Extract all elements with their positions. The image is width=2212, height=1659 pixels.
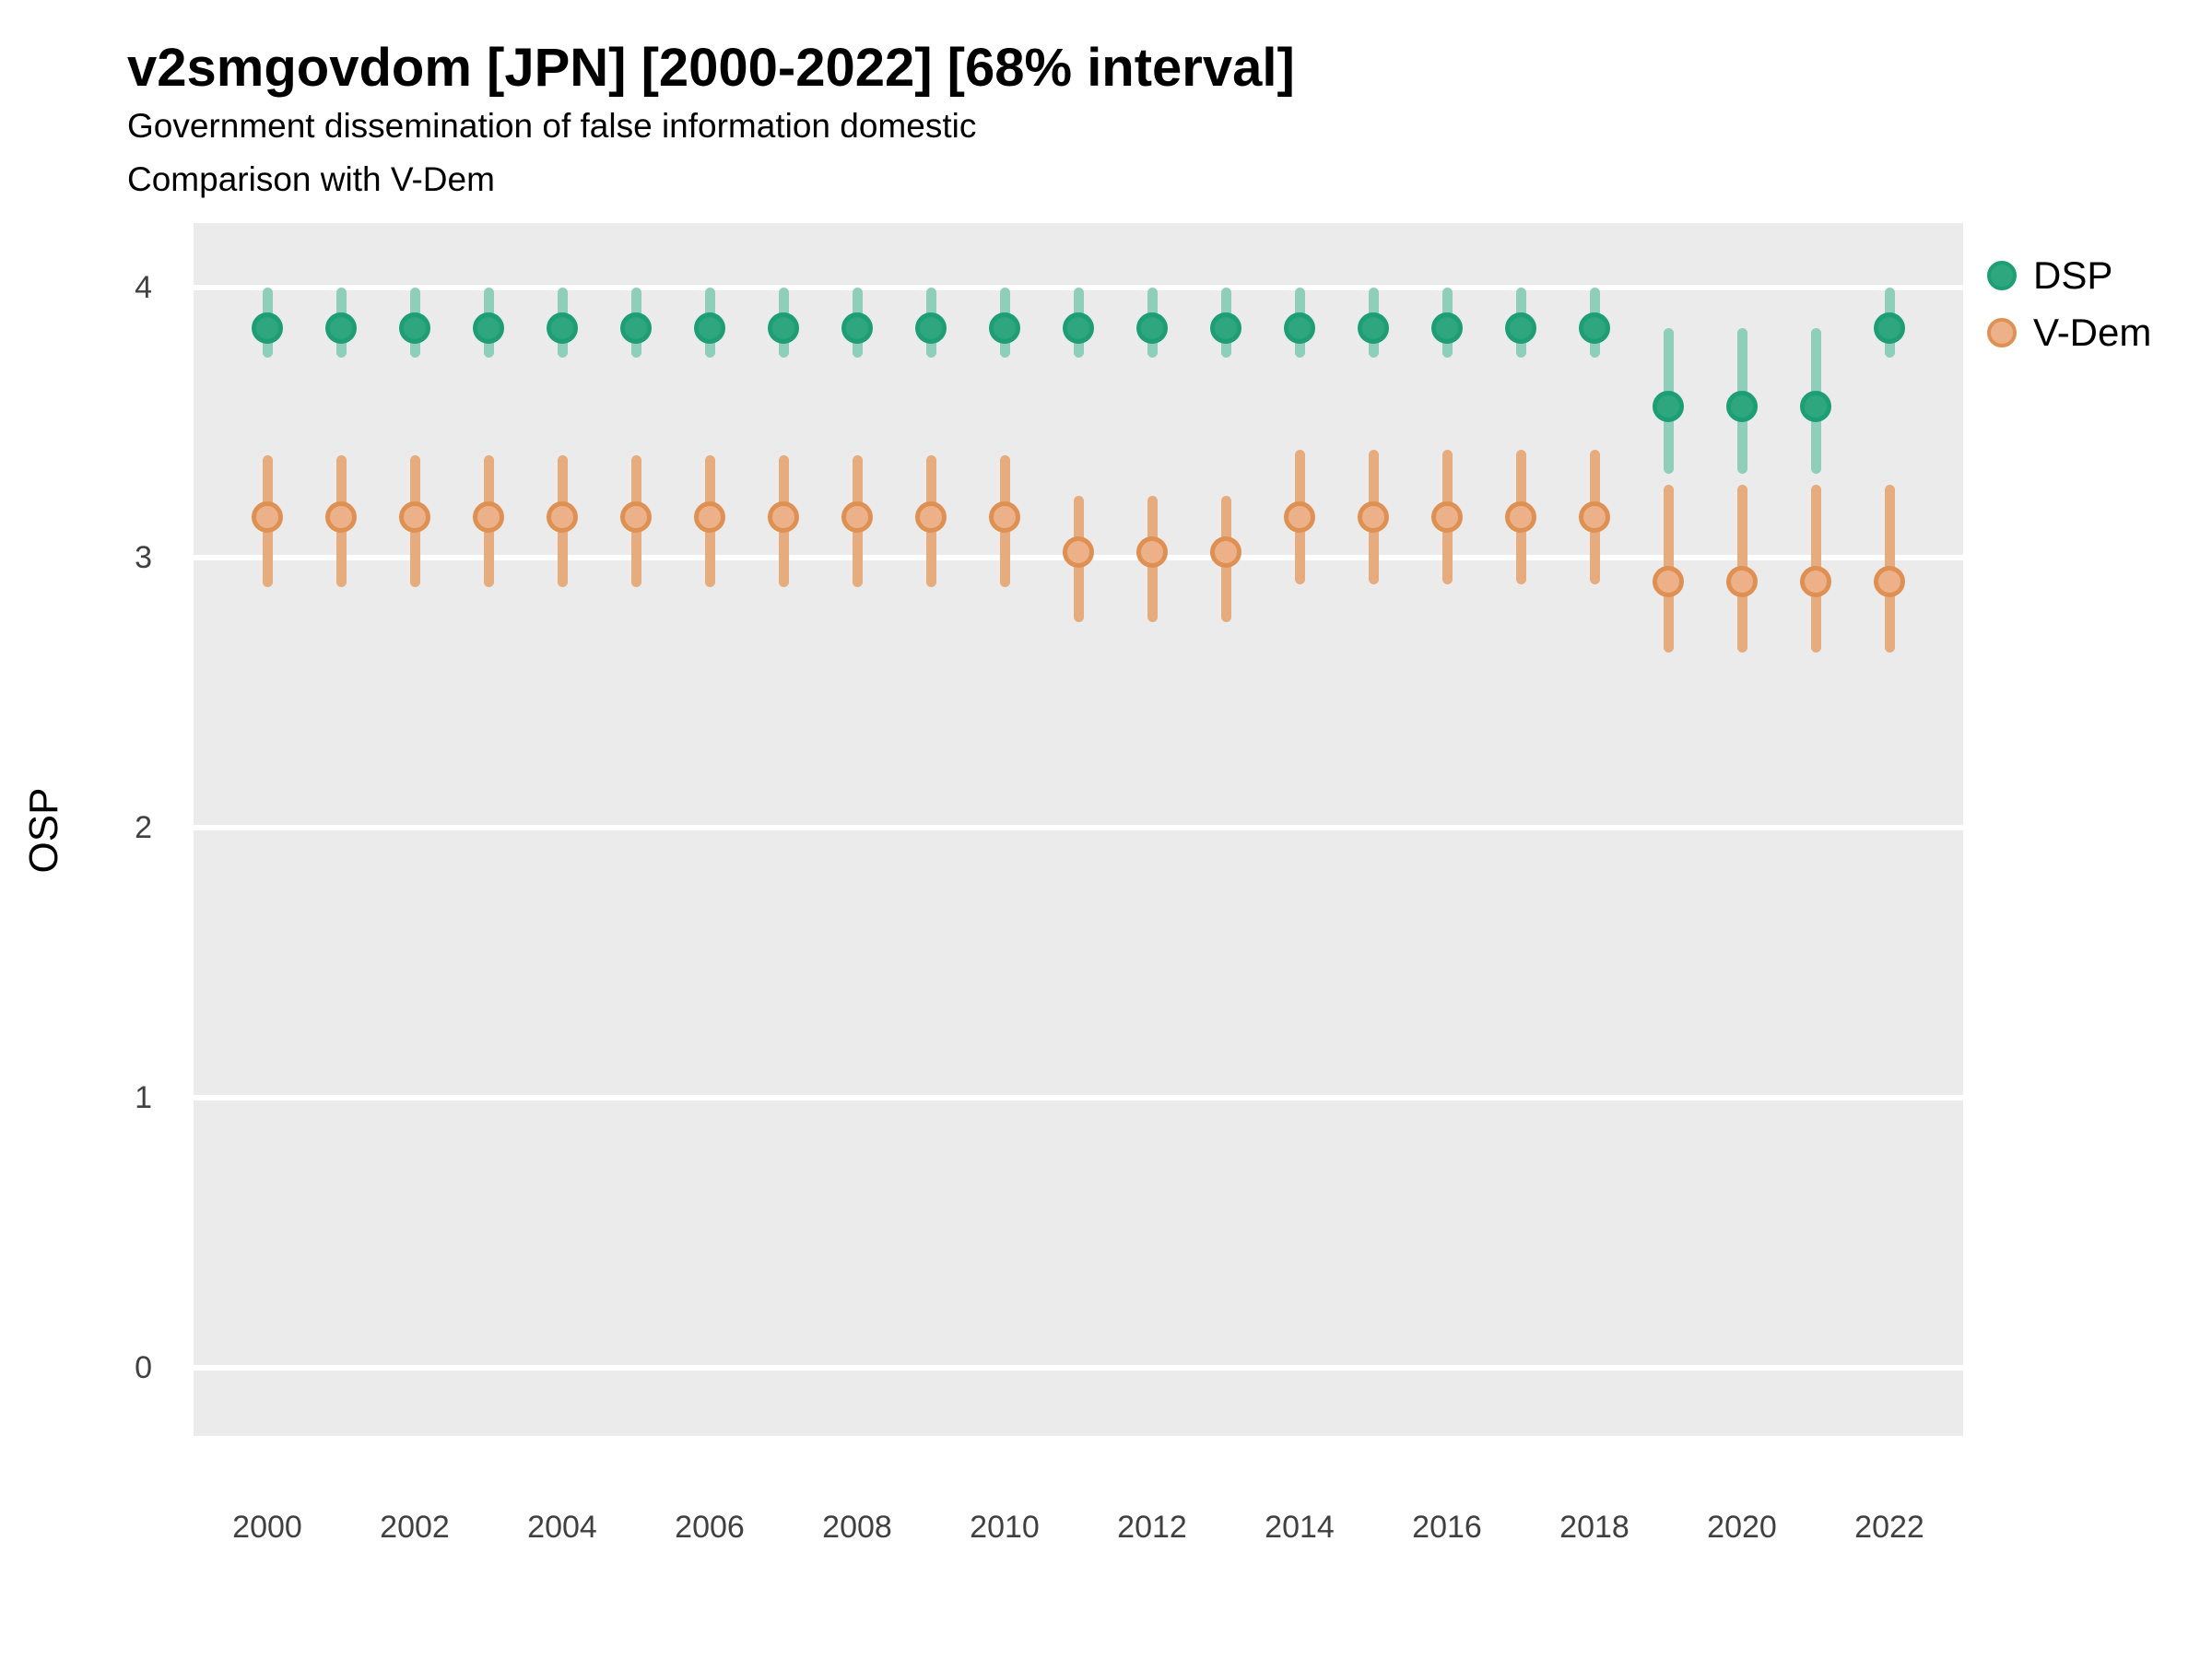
dsp-point-2015 [1358, 312, 1389, 344]
dsp-legend-swatch-icon [1987, 261, 2017, 290]
vdem-point-2011 [1063, 536, 1094, 569]
x-tick-label-2004: 2004 [527, 1510, 597, 1545]
dsp-point-2005 [620, 312, 652, 344]
dsp-point-2008 [841, 312, 873, 344]
y-tick-label-0: 0 [135, 1350, 152, 1385]
x-tick-label-2010: 2010 [970, 1510, 1040, 1545]
vdem-point-2007 [768, 501, 799, 534]
x-tick-label-2002: 2002 [380, 1510, 450, 1545]
dsp-point-2020 [1726, 390, 1758, 422]
dsp-point-2022 [1874, 312, 1905, 344]
vdem-point-2021 [1800, 566, 1831, 598]
dsp-point-2010 [989, 312, 1020, 344]
dsp-point-2017 [1505, 312, 1536, 344]
vdem-point-2016 [1431, 501, 1463, 534]
vdem-point-2006 [694, 501, 725, 534]
y-tick-label-2: 2 [135, 810, 152, 845]
vdem-point-2015 [1358, 501, 1389, 534]
vdem-point-2010 [989, 501, 1020, 534]
dsp-point-2012 [1136, 312, 1168, 344]
gridline-y-2 [194, 825, 1963, 830]
x-tick-label-2006: 2006 [675, 1510, 745, 1545]
legend-label-vdem: V-Dem [2033, 311, 2152, 354]
x-tick-label-2022: 2022 [1854, 1510, 1924, 1545]
dsp-point-2003 [473, 312, 504, 344]
dsp-point-2021 [1800, 390, 1831, 422]
vdem-point-2009 [915, 501, 947, 534]
legend-item-dsp: DSP [1987, 253, 2151, 297]
legend-label-dsp: DSP [2033, 253, 2113, 297]
vdem-legend-swatch-icon [1987, 318, 2017, 347]
vdem-point-2019 [1653, 566, 1684, 598]
gridline-y-0 [194, 1365, 1963, 1371]
vdem-point-2008 [841, 501, 873, 534]
x-tick-label-2008: 2008 [822, 1510, 892, 1545]
chart-title: v2smgovdom [JPN] [2000-2022] [68% interv… [127, 38, 1295, 98]
x-tick-label-2018: 2018 [1559, 1510, 1630, 1545]
vdem-point-2002 [399, 501, 430, 534]
vdem-point-2013 [1210, 536, 1241, 569]
x-tick-label-2012: 2012 [1117, 1510, 1187, 1545]
gridline-y-1 [194, 1095, 1963, 1100]
legend-item-vdem: V-Dem [1987, 311, 2152, 354]
dsp-point-2002 [399, 312, 430, 344]
x-tick-label-2016: 2016 [1412, 1510, 1482, 1545]
vdem-point-2004 [547, 501, 578, 534]
dsp-point-2006 [694, 312, 725, 344]
y-tick-label-1: 1 [135, 1080, 152, 1115]
dsp-point-2019 [1653, 390, 1684, 422]
vdem-point-2020 [1726, 566, 1758, 598]
chart-subtitle-line1: Government dissemination of false inform… [127, 107, 977, 145]
vdem-point-2000 [252, 501, 283, 534]
dsp-point-2004 [547, 312, 578, 344]
dsp-point-2013 [1210, 312, 1241, 344]
vdem-point-2003 [473, 501, 504, 534]
dsp-point-2011 [1063, 312, 1094, 344]
vdem-point-2014 [1284, 501, 1315, 534]
chart-subtitle-line2: Comparison with V-Dem [127, 160, 495, 198]
dsp-point-2014 [1284, 312, 1315, 344]
vdem-point-2001 [325, 501, 357, 534]
dsp-point-2018 [1579, 312, 1610, 344]
vdem-point-2022 [1874, 566, 1905, 598]
dsp-point-2001 [325, 312, 357, 344]
dsp-point-2009 [915, 312, 947, 344]
dsp-point-2007 [768, 312, 799, 344]
vdem-point-2018 [1579, 501, 1610, 534]
dsp-point-2000 [252, 312, 283, 344]
y-tick-label-3: 3 [135, 540, 152, 575]
dsp-point-2016 [1431, 312, 1463, 344]
vdem-point-2012 [1136, 536, 1168, 569]
x-tick-label-2020: 2020 [1707, 1510, 1777, 1545]
x-tick-label-2014: 2014 [1265, 1510, 1335, 1545]
legend: DSP V-Dem [1987, 253, 2152, 354]
vdem-point-2017 [1505, 501, 1536, 534]
y-tick-label-4: 4 [135, 270, 152, 305]
plot-panel [194, 223, 1963, 1436]
vdem-point-2005 [620, 501, 652, 534]
x-tick-label-2000: 2000 [232, 1510, 302, 1545]
